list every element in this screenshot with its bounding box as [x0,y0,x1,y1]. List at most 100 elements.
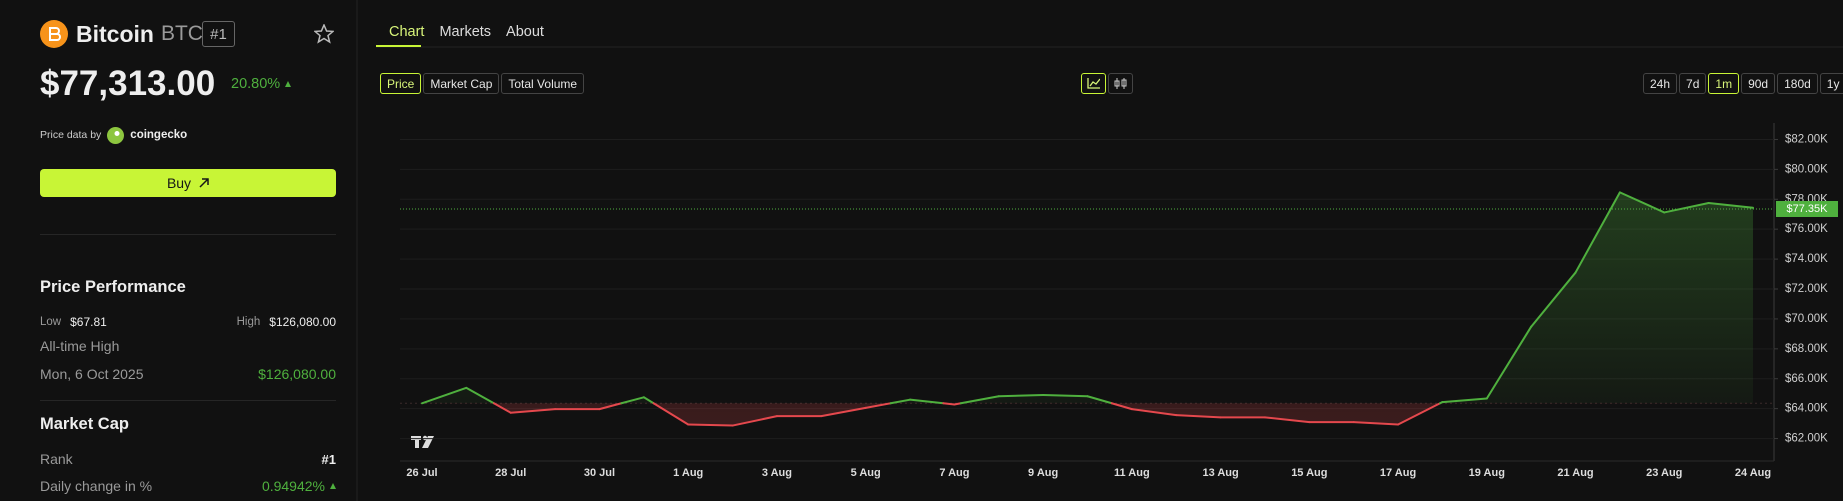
up-arrow [330,483,336,489]
x-tick-label: 7 Aug [939,467,969,479]
y-tick-label: $82.00K [1785,133,1828,145]
low-value: $67.81 [70,315,107,329]
coin-name-row: Bitcoin BTC [76,20,203,48]
price-line [1663,202,1710,214]
price-line [1397,402,1442,426]
market-cap-title: Market Cap [40,415,129,433]
metric-buttons: Price Market Cap Total Volume [380,73,585,94]
price-line [953,402,962,406]
price-line [1530,271,1577,328]
range-button[interactable]: 180d [1777,73,1818,94]
area-up [422,192,1753,404]
tabs: Chart Markets About [389,24,544,40]
y-tick-label: $80.00K [1785,163,1828,175]
price-line [942,402,956,406]
x-tick-label: 15 Aug [1291,467,1327,479]
low-label: Low [40,316,62,328]
y-tick-label: $74.00K [1785,253,1828,265]
buy-button[interactable]: Buy [40,169,336,197]
price-line [1707,202,1754,209]
range-button[interactable]: 24h [1643,73,1678,94]
price-line [509,408,557,414]
x-tick-label: 1 Aug [673,467,703,479]
x-tick-label: 30 Jul [584,467,615,479]
price-line [820,406,867,418]
favorite-star[interactable] [314,24,334,44]
rank-row: Rank #1 [40,450,336,468]
price-line [864,402,892,409]
price: $77,313.00 [40,64,216,103]
tab[interactable]: Chart [389,24,425,40]
price-line [731,415,778,427]
x-tick-label: 17 Aug [1380,467,1416,479]
metric-button[interactable]: Price [380,73,422,94]
ath-row: Mon, 6 Oct 2025 $126,080.00 [40,365,336,383]
source-logo [107,126,125,144]
x-tick-label: 5 Aug [851,467,881,479]
metric-button[interactable]: Market Cap [423,73,500,94]
rank-badge: #1 [202,21,235,47]
rank-label: Rank [40,451,73,467]
price-line [1130,408,1178,417]
coin-symbol: BTC [160,22,203,45]
price-line [1110,402,1133,411]
buy-arrow [199,178,209,188]
price-line [909,398,945,405]
y-tick-label: $62.00K [1785,433,1828,445]
source-label: Price data by [40,129,102,141]
range-button[interactable]: 1y [1819,73,1843,94]
source-name: coingecko [130,129,188,141]
x-tick-label: 9 Aug [1028,467,1058,479]
rank-value: #1 [321,451,336,467]
daily-change-value: 0.94942% [261,478,325,494]
y-tick-label: $68.00K [1785,343,1828,355]
price-line [465,386,495,405]
x-tick-label: 24 Aug [1735,467,1771,479]
current-price-label: $77.35K [1787,203,1829,215]
current-price-box [1776,200,1838,217]
price-line [620,396,645,405]
price-line [1352,421,1400,426]
x-tick-label: 19 Aug [1469,467,1505,479]
price-line [598,402,623,411]
y-tick-label: $72.00K [1785,283,1828,295]
price-line [1263,416,1311,424]
range-button[interactable]: 90d [1741,73,1776,94]
coin-name: Bitcoin [76,20,154,47]
range-button[interactable]: 1m [1708,73,1740,94]
price-line [1086,395,1113,405]
x-tick-label: 13 Aug [1202,467,1238,479]
price-line [687,423,734,427]
daily-change-label: Daily change in % [40,478,153,494]
buy-label: Buy [166,175,192,191]
price-line [652,402,690,426]
x-tick-label: 23 Aug [1646,467,1682,479]
x-tick-label: 21 Aug [1557,467,1593,479]
price-line [421,386,468,405]
up-arrow [285,81,292,87]
range-buttons: 24h 7d 1m 90d 180d 1y a [1643,73,1843,94]
performance-title: Price Performance [40,278,186,296]
y-tick-label: $64.00K [1785,403,1828,415]
y-tick-label: $70.00K [1785,313,1828,325]
candle-style-button[interactable] [1108,73,1133,94]
x-tick-label: 3 Aug [762,467,792,479]
ath-date: Mon, 6 Oct 2025 [40,366,144,382]
tab[interactable]: About [506,24,544,40]
price-line [1618,191,1666,214]
price-line [642,396,655,405]
price-line [1042,394,1089,398]
price-line [1175,414,1222,419]
y-tick-label: $66.00K [1785,373,1828,385]
range-button[interactable]: 7d [1679,73,1707,94]
metric-button[interactable]: Total Volume [501,73,585,94]
chart-style-buttons [1081,73,1133,94]
price-line [1574,191,1621,274]
tab[interactable]: Markets [439,24,492,40]
separator [40,234,336,235]
price-line [997,394,1045,398]
low-high-row: Low $67.81 High $126,080.00 [40,313,336,331]
coin-icon [40,20,68,48]
line-style-button[interactable] [1081,73,1106,94]
